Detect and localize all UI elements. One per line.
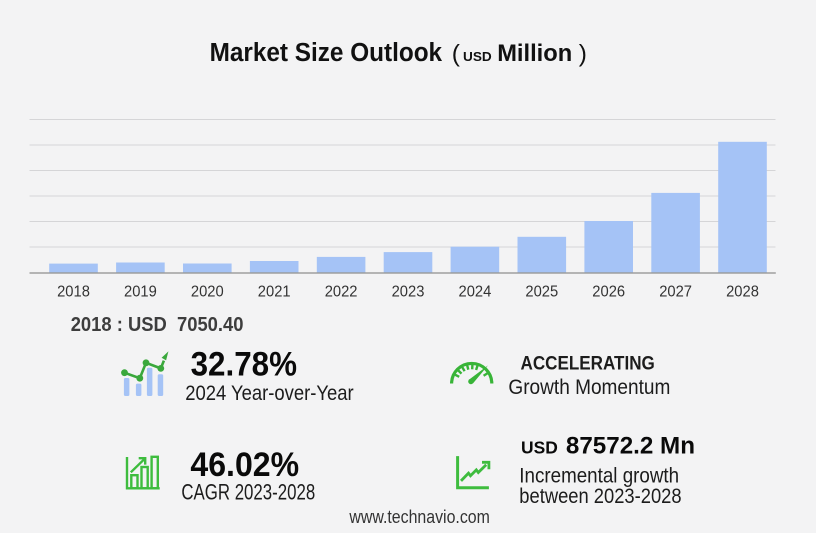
svg-text:46.02%: 46.02% xyxy=(190,446,299,484)
svg-text:2018: 2018 xyxy=(57,284,90,301)
svg-text:CAGR 2023-2028: CAGR 2023-2028 xyxy=(181,479,315,504)
svg-text:2020: 2020 xyxy=(191,284,224,301)
svg-text:2028: 2028 xyxy=(726,284,759,301)
svg-text:2025: 2025 xyxy=(525,284,558,301)
svg-text:USD: USD xyxy=(463,49,492,64)
svg-text:(: ( xyxy=(452,41,461,68)
svg-text:): ) xyxy=(579,41,587,68)
svg-text:Million: Million xyxy=(497,40,572,67)
svg-text:2027: 2027 xyxy=(659,284,692,301)
svg-text:2024 Year-over-Year: 2024 Year-over-Year xyxy=(185,382,354,405)
svg-text:between 2023-2028: between 2023-2028 xyxy=(519,485,681,508)
svg-text:2022: 2022 xyxy=(325,284,358,301)
svg-text:32.78%: 32.78% xyxy=(191,345,297,383)
svg-text:2026: 2026 xyxy=(592,284,625,301)
svg-text:2018 : USD 7050.40: 2018 : USD 7050.40 xyxy=(71,313,244,336)
svg-text:2021: 2021 xyxy=(258,284,291,301)
svg-text:2019: 2019 xyxy=(124,284,157,301)
svg-text:Growth Momentum: Growth Momentum xyxy=(508,375,670,399)
svg-text:www.technavio.com: www.technavio.com xyxy=(349,507,490,527)
svg-text:2023: 2023 xyxy=(392,284,425,301)
svg-text:USD: USD xyxy=(521,438,558,458)
svg-text:Market Size Outlook: Market Size Outlook xyxy=(210,39,443,67)
svg-text:ACCELERATING: ACCELERATING xyxy=(521,354,655,375)
svg-text:2024: 2024 xyxy=(459,284,492,301)
svg-text:87572.2 Mn: 87572.2 Mn xyxy=(566,433,695,460)
